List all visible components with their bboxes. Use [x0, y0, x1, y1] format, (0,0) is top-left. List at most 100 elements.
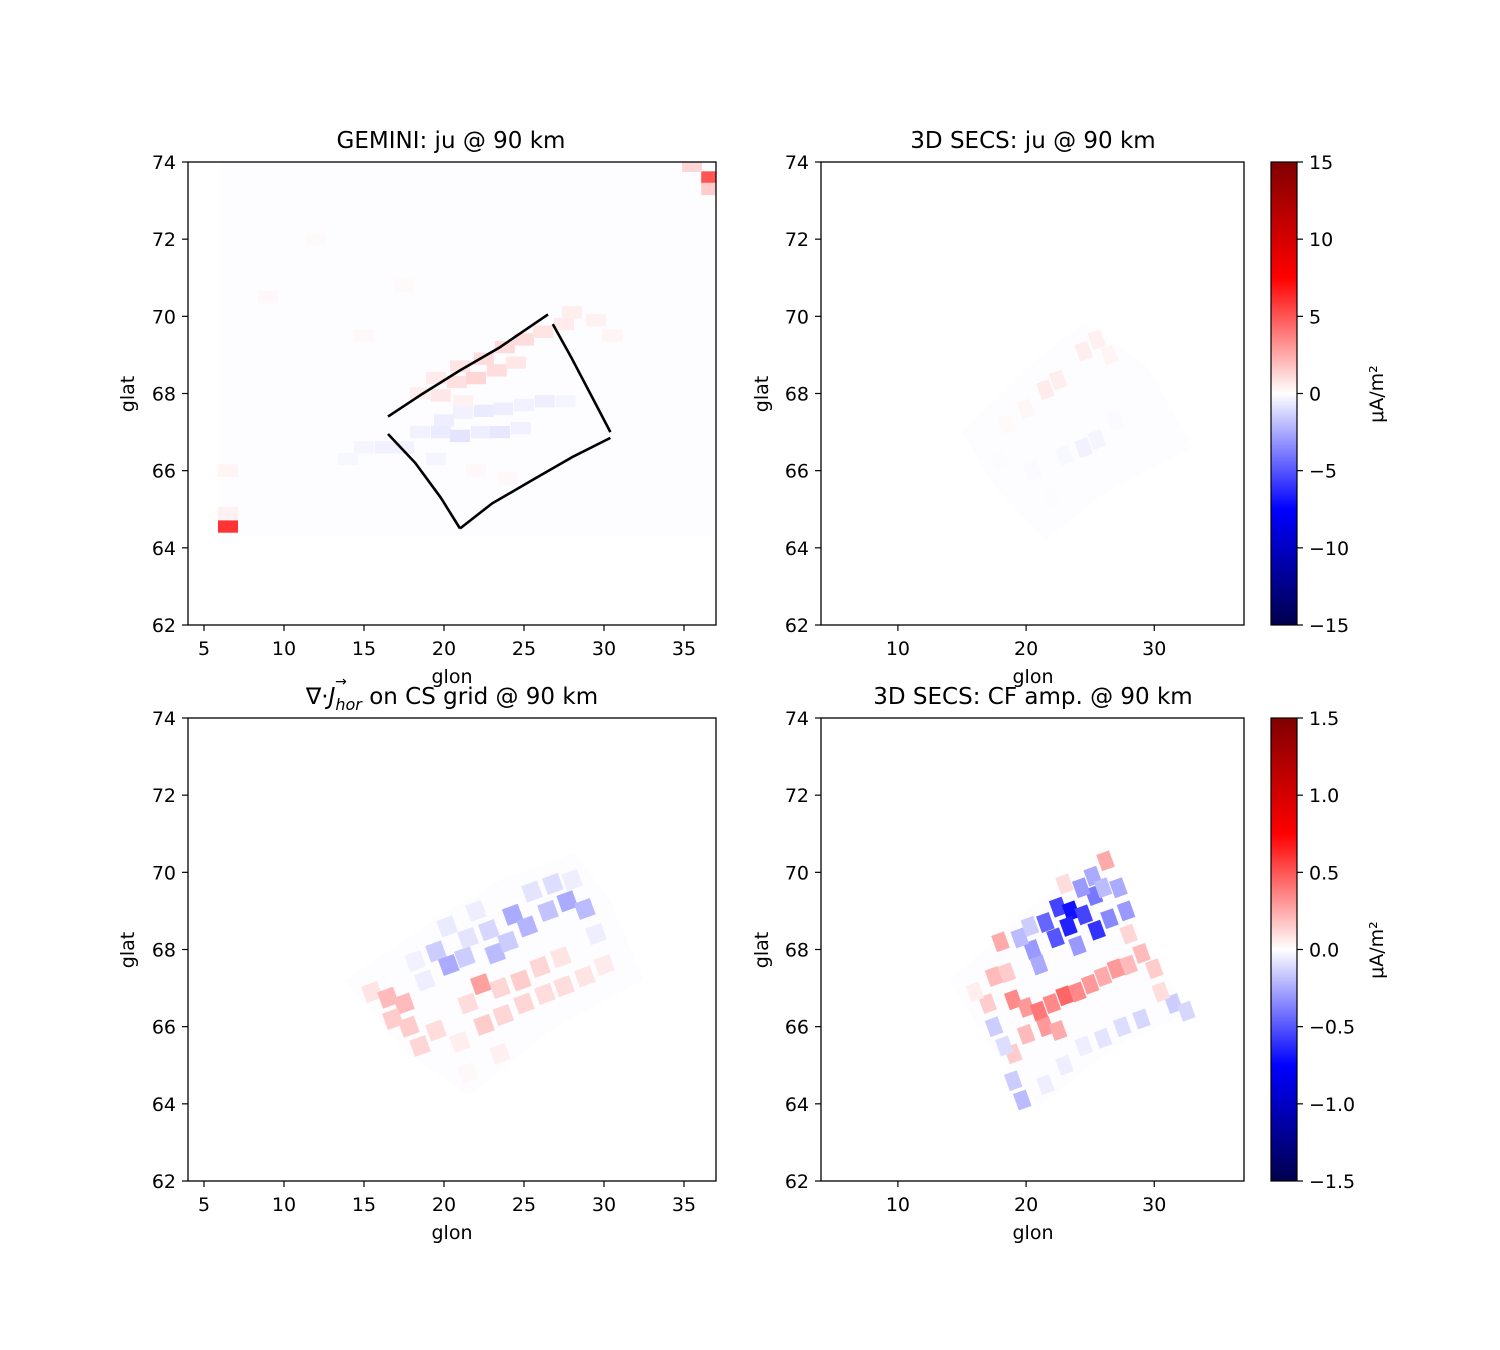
heatmap-cell [1087, 919, 1106, 941]
heatmap-cell [991, 448, 1010, 470]
heatmap-cell [533, 325, 554, 338]
heatmap-cell [991, 931, 1010, 953]
footprint-layer [344, 853, 644, 1097]
heatmap-cell [453, 406, 474, 419]
heatmap-cell [1109, 877, 1128, 899]
heatmap-cell [1177, 1000, 1196, 1022]
heatmap-cell [377, 986, 399, 1009]
y-tick-label: 70 [152, 306, 176, 328]
x-tick-label: 35 [672, 638, 696, 660]
panel-divergence: ∇·Jhor on CS grid @ 90 km → 5 10 15 20 25 30 3… [117, 674, 717, 1244]
x-tick-label: 25 [512, 1194, 536, 1216]
y-tick-label: 68 [152, 384, 176, 406]
heatmap-cell [1042, 992, 1062, 1014]
heatmap-cell [997, 962, 1017, 984]
heatmap-cell [374, 441, 395, 454]
y-tick-label: 66 [785, 461, 809, 483]
y-tick-label: 74 [785, 708, 809, 730]
heatmap-cell [1074, 340, 1094, 362]
heatmap-cell [436, 915, 459, 938]
outline-right-edge [551, 323, 612, 433]
heatmap-cell [549, 946, 572, 969]
heatmap-cell [1068, 935, 1087, 957]
heatmap-cell [1132, 942, 1151, 964]
x-axis-label: glon [1012, 666, 1053, 688]
x-tick-label: 10 [886, 638, 910, 660]
y-tick-label: 62 [152, 615, 176, 637]
panel-secs-ju: 3D SECS: ju @ 90 km 10 20 30 62 64 66 68 70 72 7… [751, 128, 1388, 688]
heatmap-cell [1023, 460, 1042, 482]
heatmap-cells [218, 162, 716, 533]
heatmap-cell [469, 973, 492, 996]
y-tick-label: 62 [785, 615, 809, 637]
heatmap-cell [585, 923, 607, 946]
heatmap-cell [393, 992, 415, 1015]
x-tick-label: 10 [272, 1194, 296, 1216]
background-field [220, 162, 716, 537]
heatmap-cell [1096, 850, 1115, 872]
heatmap-cell [484, 942, 507, 965]
heatmap-cell [1010, 927, 1030, 949]
x-tick-label: 5 [198, 1194, 210, 1216]
heatmap-cell [514, 333, 534, 346]
heatmap-cell [457, 1061, 479, 1085]
heatmap-cell [1036, 1016, 1055, 1038]
heatmap-cell [1144, 958, 1164, 980]
x-tick-label: 30 [592, 638, 616, 660]
y-tick-label: 72 [152, 229, 176, 251]
heatmap-cell [562, 306, 582, 319]
colorbar-tick-label: −10 [1309, 538, 1349, 560]
heatmap-cells [361, 869, 615, 1085]
heatmap-cell [1074, 437, 1094, 459]
heatmap-cells [965, 850, 1196, 1111]
heatmap-cell [553, 975, 575, 998]
heatmap-cell [354, 441, 374, 454]
heatmap-cell [573, 965, 596, 988]
title-vector-arrow: → [335, 674, 347, 690]
heatmap-cell [602, 329, 622, 342]
heatmap-cell [497, 930, 519, 953]
y-axis-label: glat [751, 376, 773, 412]
heatmap-cell [465, 899, 487, 922]
heatmap-cell [430, 425, 451, 439]
heatmap-cell [1132, 1008, 1151, 1030]
heatmap-cell [965, 981, 985, 1003]
heatmap-cell [466, 371, 486, 385]
heatmap-cell [404, 950, 427, 973]
heatmap-cell [425, 940, 447, 963]
heatmap-cell [457, 926, 479, 949]
title-nabla: ∇· [305, 684, 329, 710]
panel-gemini-ju: GEMINI: ju @ 90 km 5 10 15 20 25 30 35 6264666… [117, 128, 717, 688]
x-tick-label: 35 [672, 1194, 696, 1216]
heatmap-cell [1016, 996, 1036, 1018]
heatmap-cell [586, 314, 606, 327]
heatmap-cell [1074, 904, 1094, 926]
heatmap-cell [474, 352, 494, 365]
y-tick-label: 62 [785, 1171, 809, 1193]
y-axis-ticks: 62 64 66 68 70 72 74 [152, 708, 188, 1193]
heatmap-cell [561, 869, 583, 892]
heatmap-cell [554, 317, 574, 331]
y-tick-label: 72 [785, 785, 809, 807]
heatmap-cell [682, 162, 702, 172]
heatmap-cell [1068, 981, 1087, 1003]
y-tick-label: 66 [785, 1017, 809, 1039]
heatmap-cell [218, 464, 238, 477]
heatmap-cell [449, 1031, 471, 1054]
heatmap-cell [492, 1004, 515, 1027]
panel-title: GEMINI: ju @ 90 km [337, 128, 566, 154]
y-tick-label: 72 [152, 785, 176, 807]
colorbar-tick-label: −1.5 [1309, 1171, 1355, 1193]
heatmap-cell [430, 389, 451, 402]
heatmap-cell [474, 404, 494, 417]
x-tick-label: 20 [1014, 1194, 1038, 1216]
heatmap-cell [446, 375, 467, 389]
colorbar-ticks: −1.5 −1.0 −0.5 0.0 0.5 1.0 1.5 [1297, 708, 1355, 1193]
outline-top-edge [387, 313, 549, 418]
heatmap-cell [413, 969, 436, 992]
colorbar-tick-label: 0.0 [1309, 940, 1339, 962]
heatmap-cell [984, 965, 1004, 987]
colorbar-tick-label: −15 [1309, 615, 1349, 637]
heatmap-cell [509, 969, 532, 992]
heatmap-cell [1106, 958, 1126, 980]
